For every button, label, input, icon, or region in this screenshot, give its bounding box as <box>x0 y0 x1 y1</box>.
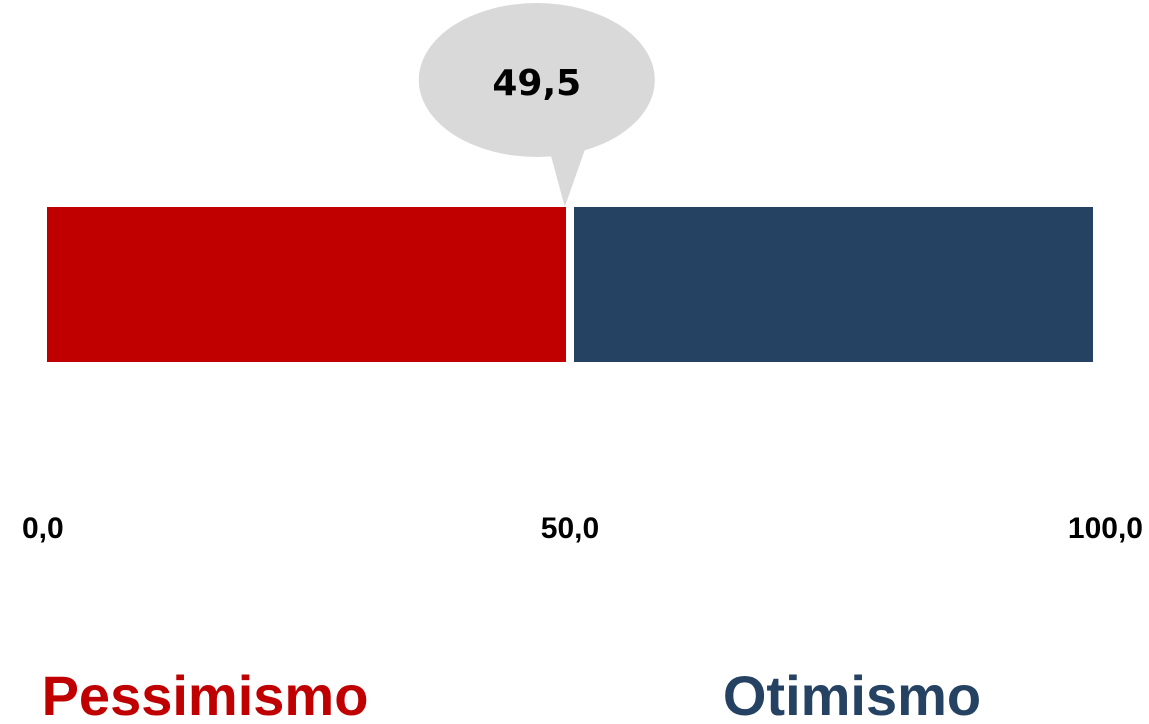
value-label: 49,5 <box>492 63 581 104</box>
pointer-bubble <box>418 3 655 157</box>
segment <box>47 207 566 362</box>
segment <box>574 207 1093 362</box>
tick-label: 0,0 <box>22 512 64 545</box>
legend-label: Otimismo <box>723 664 981 724</box>
legend-label: Pessimismo <box>42 664 369 724</box>
tick-label: 100,0 <box>1068 512 1143 545</box>
tick-label: 50,0 <box>541 512 599 545</box>
